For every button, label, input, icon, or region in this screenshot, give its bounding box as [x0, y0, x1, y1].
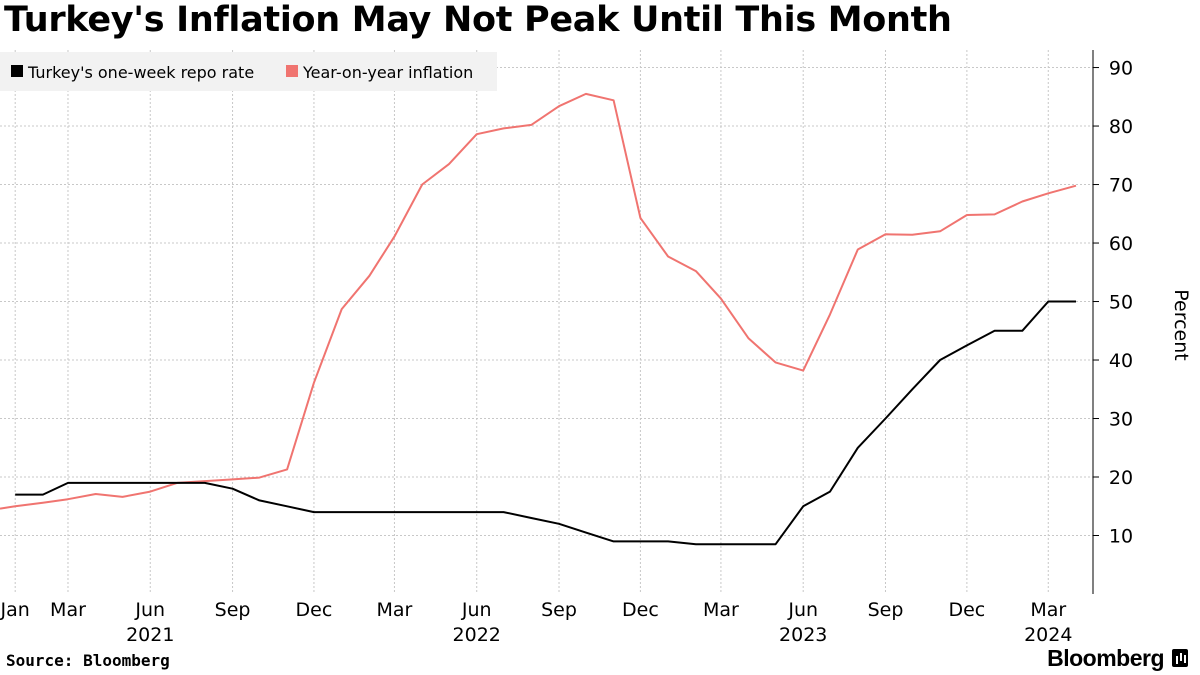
x-tick-label: Sep — [868, 599, 904, 621]
y-tick-label: 90 — [1109, 58, 1133, 80]
y-tick-label: 20 — [1109, 467, 1133, 489]
x-tick-label: Mar — [50, 599, 86, 621]
chart-title: Turkey's Inflation May Not Peak Until Th… — [4, 0, 952, 40]
x-tick-label: Dec — [622, 599, 659, 621]
legend-background — [0, 52, 497, 91]
y-tick-label: 60 — [1109, 233, 1133, 255]
x-tick-label: Jun — [134, 599, 165, 621]
x-year-label: 2022 — [453, 624, 501, 646]
y-tick-label: 30 — [1109, 409, 1133, 431]
x-tick-label: Dec — [296, 599, 333, 621]
legend-swatch-inflation — [286, 65, 298, 77]
x-tick-label: Mar — [1030, 599, 1066, 621]
y-tick-label: 10 — [1109, 526, 1133, 548]
x-tick-label: Mar — [377, 599, 413, 621]
x-year-label: 2021 — [126, 624, 174, 646]
y-tick-label: 50 — [1109, 292, 1133, 314]
legend-label-inflation: Year-on-year inflation — [302, 63, 473, 82]
legend-swatch-repo — [11, 65, 23, 77]
y-tick-label: 40 — [1109, 350, 1133, 372]
y-axis: 10 20 30 40 50 60 70 80 90 — [1092, 50, 1133, 594]
series-line-inflation — [0, 92, 1077, 510]
bloomberg-chart-icon — [1172, 649, 1188, 667]
x-tick-label: Sep — [215, 599, 251, 621]
series-line-repo-rate — [15, 300, 1076, 546]
x-tick-label: Mar — [703, 599, 739, 621]
x-axis: Jan Mar Jun Sep Dec Mar Jun Sep Dec Mar Jun Sep Dec M… — [0, 599, 1072, 646]
source-note: Source: Bloomberg — [6, 651, 170, 670]
y-tick-label: 80 — [1109, 116, 1133, 138]
gridlines — [0, 50, 1093, 594]
legend-label-repo: Turkey's one-week repo rate — [27, 63, 254, 82]
x-year-label: 2023 — [779, 624, 827, 646]
legend: Turkey's one-week repo rate Year-on-year… — [0, 52, 497, 91]
x-tick-label: Dec — [948, 599, 985, 621]
x-tick-label: Jun — [461, 599, 492, 621]
x-tick-label: Jun — [787, 599, 818, 621]
series-lines — [0, 92, 1077, 546]
bloomberg-logo: Bloomberg — [1047, 645, 1164, 671]
x-tick-label: Jan — [0, 599, 30, 621]
x-tick-label: Sep — [541, 599, 577, 621]
x-year-label: 2024 — [1024, 624, 1072, 646]
y-tick-label: 70 — [1109, 175, 1133, 197]
y-axis-label: Percent — [1170, 289, 1192, 361]
